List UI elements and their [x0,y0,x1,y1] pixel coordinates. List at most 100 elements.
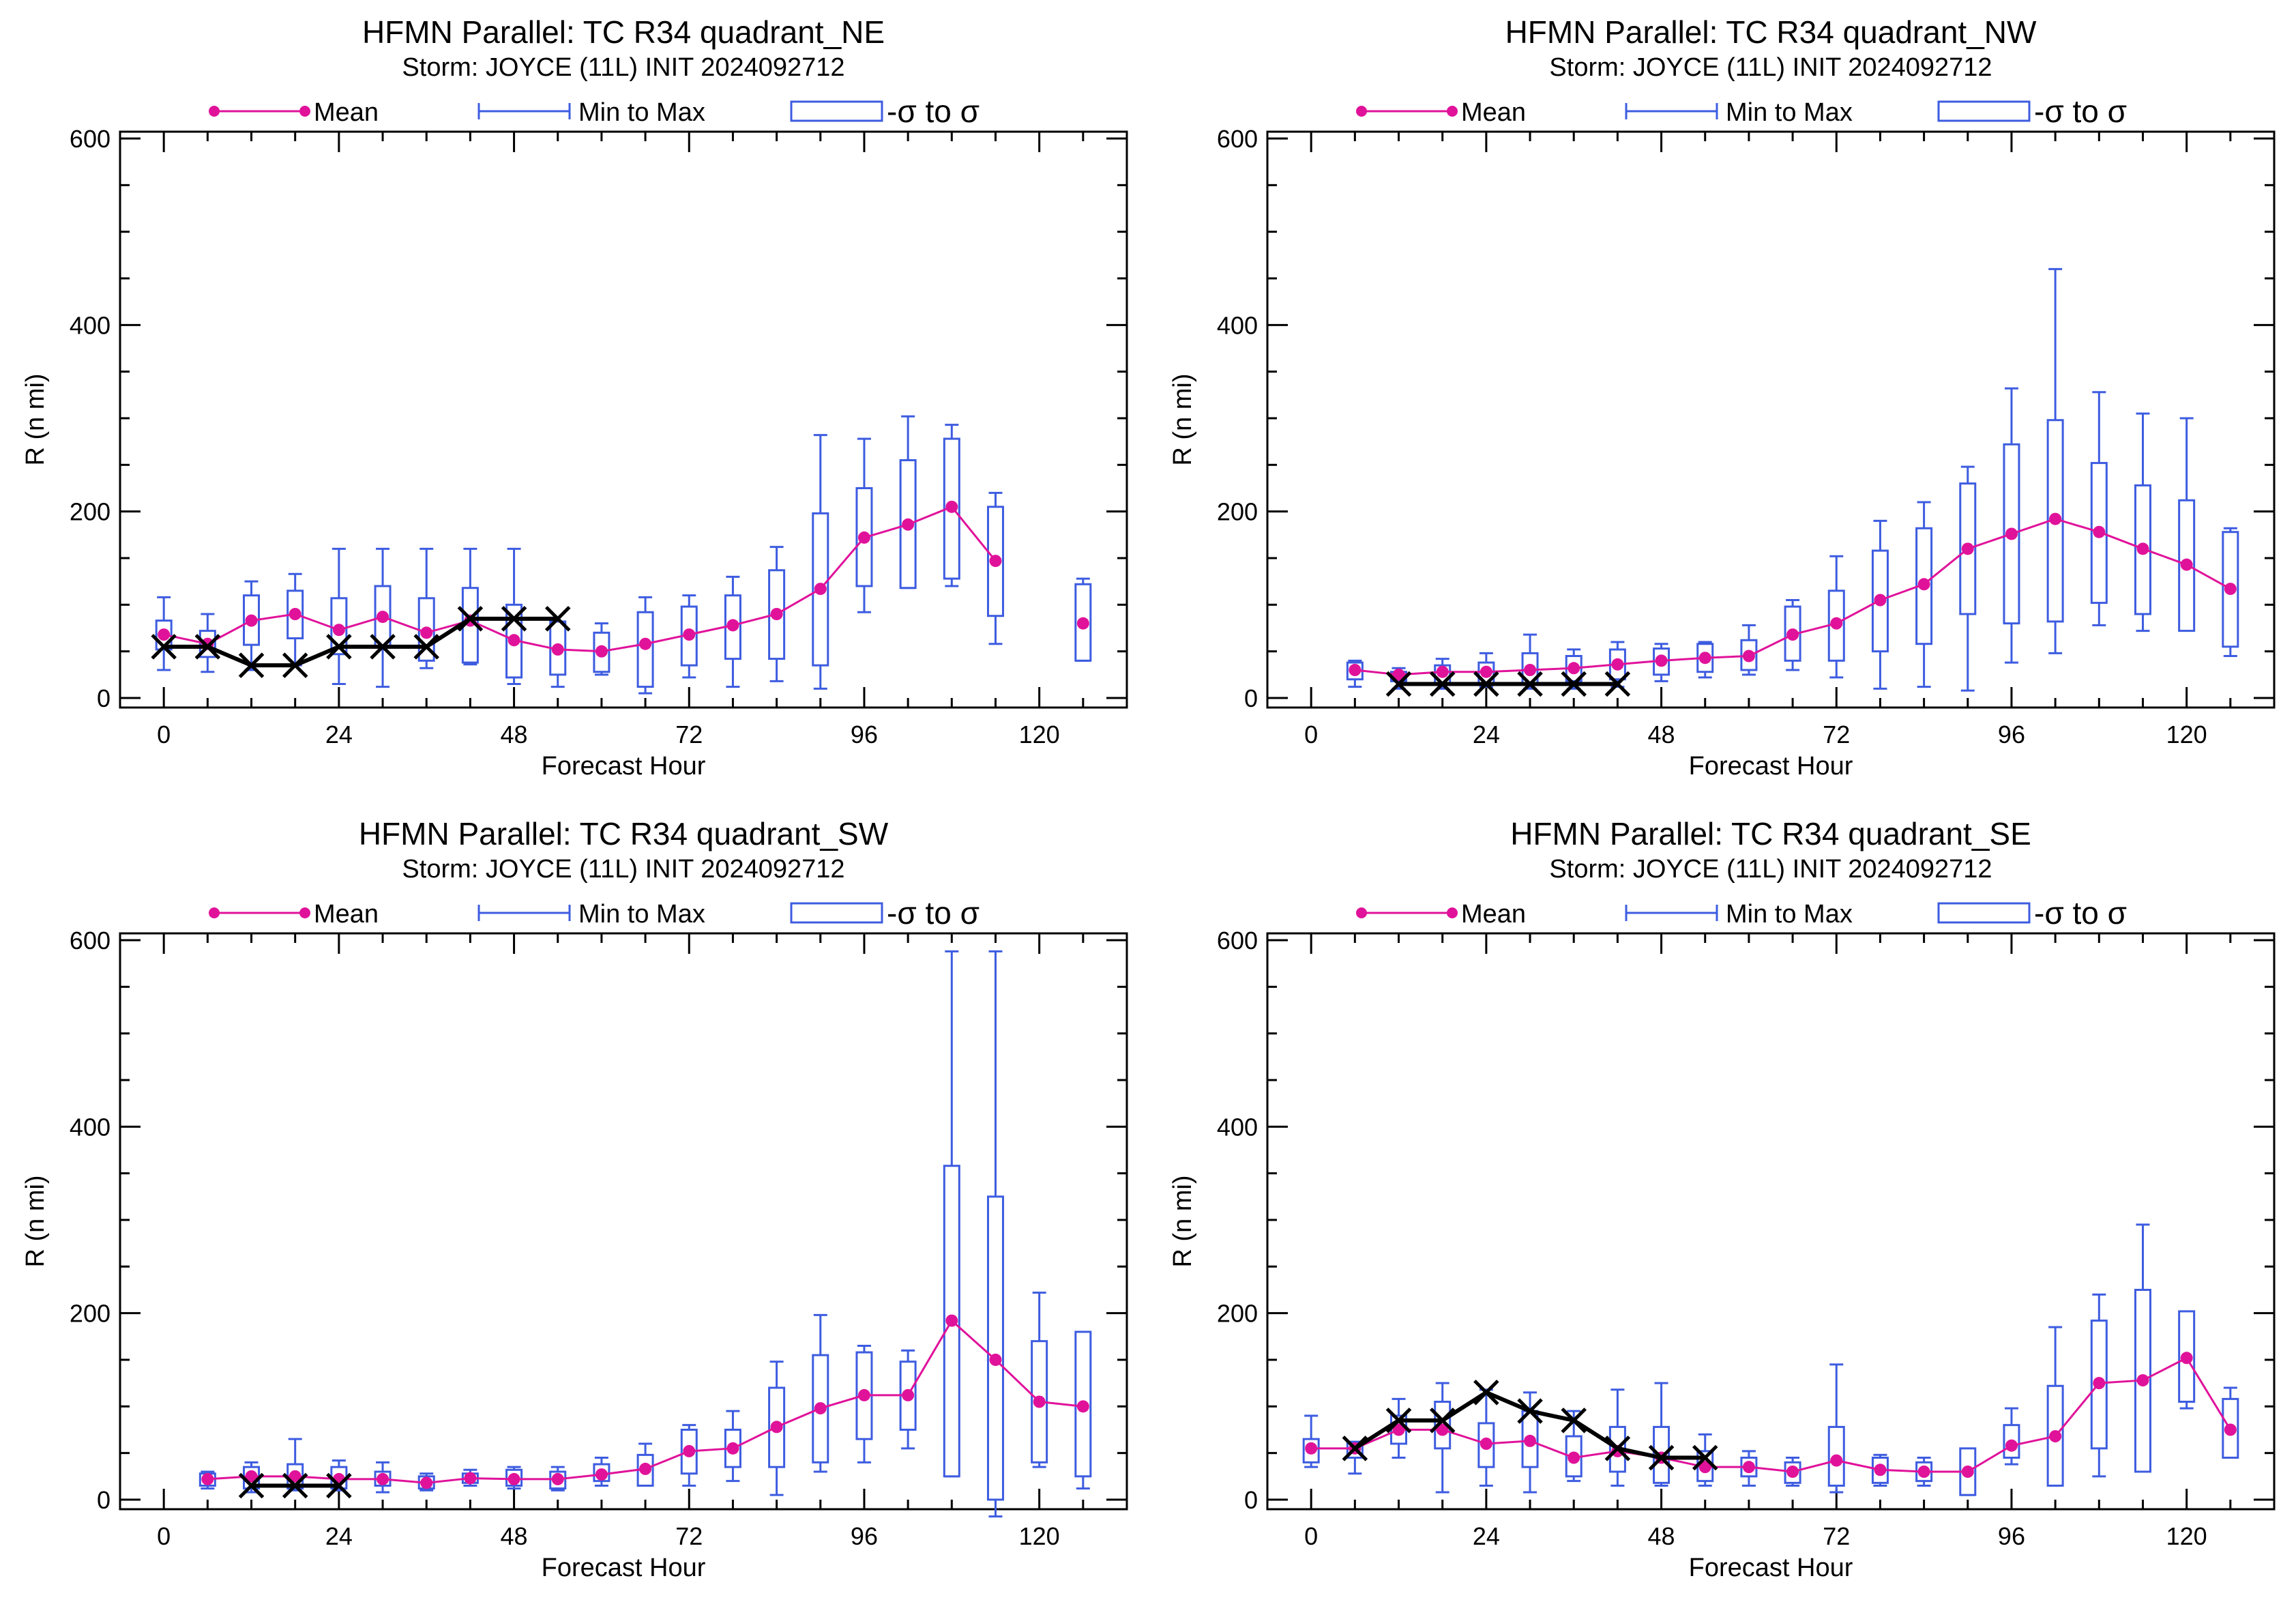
mean-point [683,628,696,641]
y-tick-label: 400 [70,1113,111,1141]
mean-point [1076,617,1089,630]
observed-point [238,1472,265,1499]
box-whisker [1915,501,1933,688]
chart-subtitle: Storm: JOYCE (11L) INIT 2024092712 [402,53,844,82]
observed-point [1692,1444,1718,1471]
mean-point [377,1472,389,1485]
observed-point [370,634,396,660]
mean-point [2005,527,2018,540]
x-tick-label: 48 [1648,720,1675,748]
legend-minmax-label: Min to Max [578,98,705,127]
box-whisker [812,434,829,690]
y-axis-label: R (n mi) [21,1175,50,1267]
x-axis-label: Forecast Hour [542,752,706,781]
mean-point [420,1476,433,1489]
sigma-box [986,1195,1004,1501]
observed-point [1342,1436,1368,1461]
legend-minmax-label: Min to Max [1726,900,1853,929]
observed-x-stroke [282,652,308,678]
observed-point [1604,1436,1631,1461]
observed-x-stroke [151,634,177,660]
chart-title: HFMN Parallel: TC R34 quadrant_SE [1510,816,2031,851]
box-whisker [1608,1388,1626,1487]
box-whisker [1827,1363,1845,1494]
chart-title: HFMN Parallel: TC R34 quadrant_SW [359,816,889,851]
mean-point [1786,1466,1799,1478]
observed-x-stroke [1648,1444,1675,1471]
mean-point [2136,542,2149,555]
box-whisker [1302,1414,1320,1468]
observed-point [326,634,352,660]
legend-sigma-label: -σ to σ [887,93,980,129]
legend-mean-label: Mean [1461,900,1526,929]
box-whisker [1434,1382,1452,1494]
mean-point [551,1472,564,1485]
box-whisker [2003,1407,2020,1466]
chart-subtitle: Storm: JOYCE (11L) INIT 2024092712 [402,855,844,884]
y-tick-label: 400 [1217,311,1258,339]
mean-point [2180,1352,2193,1365]
mean-point [1349,664,1362,676]
observed-x-stroke [326,1472,352,1499]
observed-point [1473,671,1499,697]
observed-point [1517,1398,1543,1424]
x-tick-label: 72 [1823,720,1850,748]
box-whisker [812,1313,829,1473]
mean-point [332,624,345,637]
x-tick-label: 72 [675,720,703,748]
observed-point [413,634,439,660]
chart-subtitle: Storm: JOYCE (11L) INIT 2024092712 [1549,53,1992,82]
observed-point [544,606,571,632]
y-tick-label: 0 [97,1486,111,1514]
mean-point [726,619,739,632]
mean-point [595,645,608,658]
legend-sigma-box [790,100,883,122]
observed-point [1648,1444,1675,1471]
mean-point [289,1470,301,1483]
x-tick-label: 48 [1648,1522,1675,1550]
mean-point [2005,1439,2018,1452]
box-whisker [724,575,741,688]
mean-point [989,555,1002,568]
chart-panel-2: HFMN Parallel: TC R34 quadrant_SW Storm: … [21,816,1128,1582]
mean-point [2093,1377,2106,1390]
observed-point [1473,1380,1499,1406]
legend-sigma-box [1937,902,2031,924]
legend-mean-marker [1356,106,1367,117]
mean-point [1392,668,1405,681]
box-whisker [1959,465,1977,692]
mean-point [1305,1442,1318,1455]
box-whisker [330,547,348,685]
mean-point [245,614,258,627]
mean-point [902,1388,915,1401]
mean-point [1655,654,1668,667]
mean-point [1830,617,1843,630]
mean-point [814,1402,827,1415]
box-whisker [636,1442,654,1487]
legend-sigma-label: -σ to σ [2034,93,2127,129]
y-tick-label: 400 [70,311,111,339]
mean-point [902,518,915,531]
mean-point [945,1314,958,1327]
mean-point [857,1388,870,1401]
mean-line [1311,1356,2232,1473]
x-tick-label: 120 [2166,720,2207,748]
mean-point [1698,652,1711,665]
plot-frame [1266,130,2276,709]
mean-point [1033,1395,1046,1408]
y-tick-label: 600 [70,927,111,955]
mean-point [2093,525,2106,538]
observed-x-stroke [1473,671,1499,697]
x-axis-label: Forecast Hour [542,1554,706,1582]
mean-point [1480,1438,1492,1450]
observed-point [238,652,265,678]
box-whisker [2134,1223,2151,1473]
y-tick-label: 200 [70,1300,111,1328]
x-tick-label: 72 [675,1522,703,1550]
x-tick-label: 48 [501,1522,528,1550]
observed-x-stroke [238,1472,265,1499]
chart-subtitle: Storm: JOYCE (11L) INIT 2024092712 [1549,855,1992,884]
mean-point [1961,542,1974,555]
mean-point [1830,1454,1843,1467]
box-whisker [1653,1382,1671,1487]
